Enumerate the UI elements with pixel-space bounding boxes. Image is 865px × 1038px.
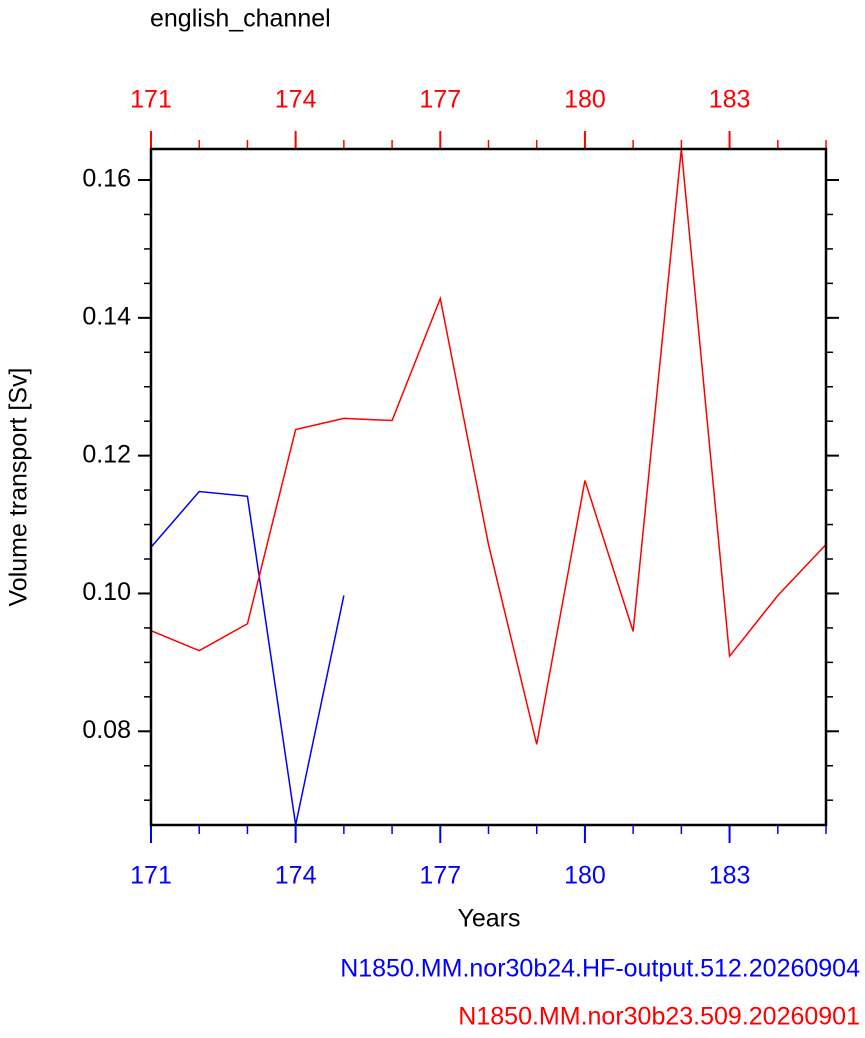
y-tick-label: 0.16 (82, 165, 131, 193)
plot-frame (149, 147, 828, 827)
legend-entry: N1850.MM.nor30b23.509.20260901 (458, 1003, 860, 1031)
x-tick-label: 183 (709, 86, 751, 114)
series-line (150, 148, 827, 745)
x-tick-label: 174 (275, 86, 317, 114)
legend-entry: N1850.MM.nor30b24.HF-output.512.20260904 (340, 955, 860, 983)
x-tick-label: 180 (564, 862, 606, 890)
x-tick-label: 177 (419, 86, 461, 114)
y-tick-label: 0.14 (82, 302, 131, 330)
y-tick-label: 0.08 (82, 716, 131, 744)
x-tick-label: 177 (419, 862, 461, 890)
x-tick-label: 171 (130, 862, 172, 890)
x-axis-label: Years (457, 905, 520, 933)
y-axis-label: Volume transport [Sv] (5, 367, 33, 606)
chart-title: english_channel (150, 5, 331, 33)
y-tick-label: 0.12 (82, 440, 131, 468)
x-tick-label: 174 (275, 862, 317, 890)
y-tick-label: 0.10 (82, 578, 131, 606)
x-tick-label: 180 (564, 86, 606, 114)
x-tick-label: 171 (130, 86, 172, 114)
series-line (150, 490, 345, 826)
x-tick-label: 183 (709, 862, 751, 890)
